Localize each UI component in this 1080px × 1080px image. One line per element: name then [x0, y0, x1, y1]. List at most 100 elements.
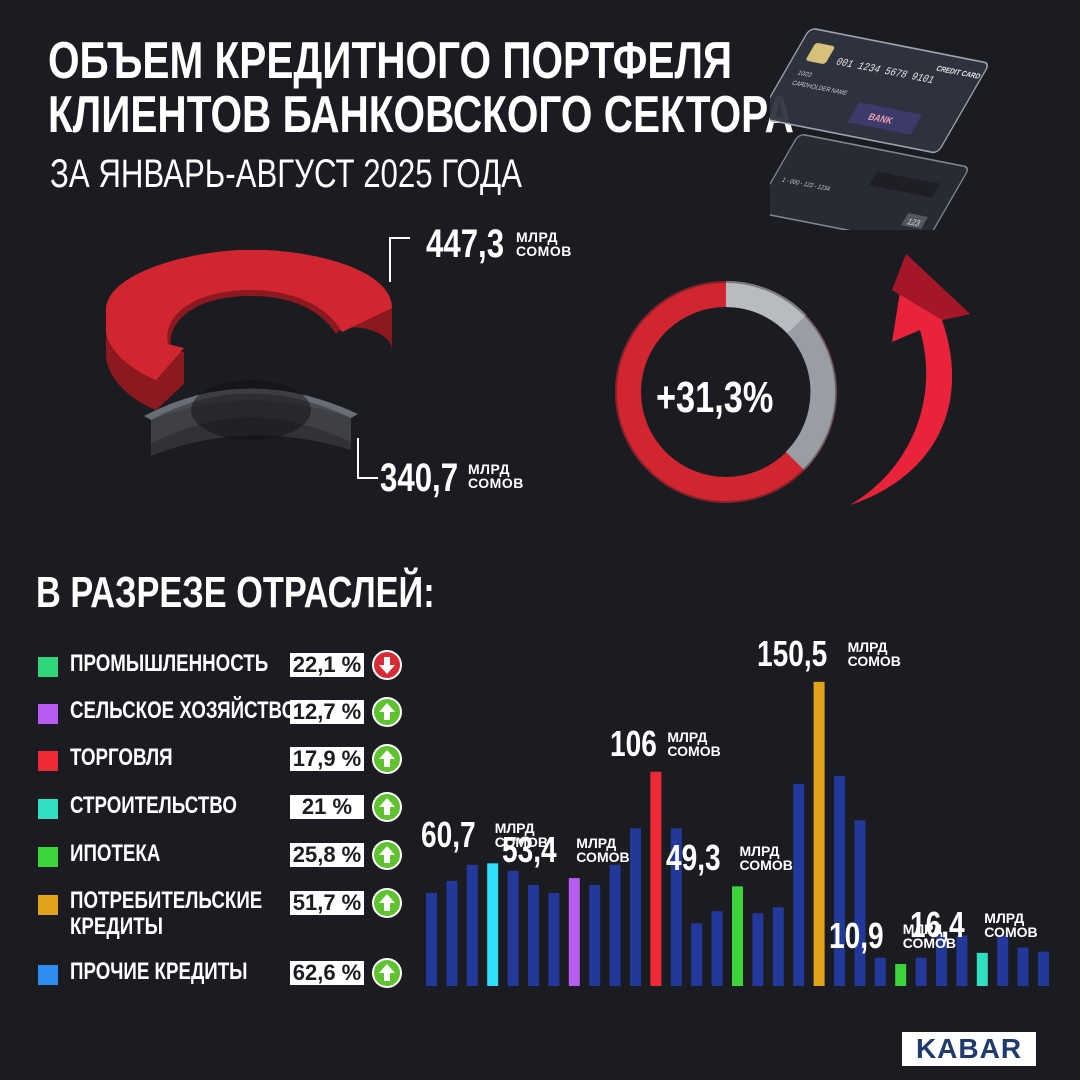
legend-change-value: 21 % [290, 795, 364, 819]
bar-highlight [895, 963, 907, 986]
legend-swatch [38, 799, 58, 819]
legend-label: ТОРГОВЛЯ [70, 744, 173, 771]
bar [997, 935, 1009, 986]
bar-unit-label: МЛРД СОМОВ [576, 835, 630, 866]
credit-card-illustration: 123 1 - 000 - 123 - 1234 001 1234 5678 9… [770, 28, 988, 230]
legend-item: ПРОЧИЕ КРЕДИТЫ 62,6 % [38, 958, 418, 988]
arrow-up-icon [372, 792, 402, 822]
bar-value-label: 16,4 [910, 903, 965, 945]
bar [772, 907, 784, 986]
legend-item: СЕЛЬСКОЕ ХОЗЯЙСТВО 12,7 % [38, 697, 418, 727]
card-cvv: 123 [905, 216, 923, 228]
bar [1017, 947, 1029, 986]
legend-item: СТРОИТЕЛЬСТВО 21 % [38, 792, 418, 822]
previous-value-unit: МЛРД СОМОВ [468, 462, 524, 490]
bar [956, 935, 968, 986]
bar-unit-label: МЛРД СОМОВ [667, 728, 721, 759]
bar-unit-label: МЛРД СОМОВ [847, 638, 901, 669]
bar-value-label: 150,5 [756, 632, 827, 674]
legend-item: ПРОМЫШЛЕННОСТЬ 22,1 % [38, 650, 418, 680]
bar [548, 893, 560, 986]
bar [691, 923, 703, 986]
bar [711, 911, 723, 986]
bar [834, 775, 845, 986]
subtitle-text: ЗА ЯНВАРЬ-АВГУСТ 2025 ГОДА [50, 152, 522, 196]
current-value-text: 447,3 [426, 222, 505, 266]
growth-percent: +31,3% [656, 373, 806, 422]
bar [793, 783, 805, 986]
legend-change-value: 12,7 % [290, 700, 364, 724]
page-title: ОБЪЕМ КРЕДИТНОГО ПОРТФЕЛЯ КЛИЕНТОВ БАНКО… [48, 34, 1004, 142]
bar-value-label: 53,4 [502, 829, 557, 871]
current-value-unit: МЛРД СОМОВ [516, 230, 572, 258]
section-title: В РАЗРЕЗЕ ОТРАСЛЕЙ: [36, 568, 547, 618]
legend-label: ПОТРЕБИТЕЛЬСКИЕ КРЕДИТЫ [70, 887, 263, 940]
bar-highlight [568, 878, 580, 986]
portfolio-ring-3d [106, 250, 392, 456]
bar-highlight [487, 863, 499, 986]
legend-swatch [38, 751, 58, 771]
growth-donut [615, 280, 837, 503]
arrow-down-icon [372, 650, 402, 680]
bar [446, 880, 458, 986]
arrow-up-icon [372, 888, 402, 918]
bar [609, 864, 621, 986]
previous-value-text: 340,7 [380, 456, 459, 500]
leader-line-previous [357, 438, 378, 479]
bar-unit-label: МЛРД СОМОВ [902, 920, 957, 951]
card-expiry: 10/22 [796, 70, 814, 79]
bar [670, 828, 682, 986]
bar-value-label: 106 [610, 722, 658, 764]
section-title-text: В РАЗРЕЗЕ ОТРАСЛЕЙ: [36, 568, 435, 617]
bar [936, 935, 947, 986]
legend-swatch [38, 704, 58, 724]
bar [426, 893, 437, 986]
industry-bar-chart [426, 681, 1049, 986]
bar [854, 820, 866, 986]
bar [752, 913, 764, 986]
unit-line2: СОМОВ [516, 243, 572, 259]
legend-change-value: 25,8 % [290, 843, 364, 867]
legend-item: ТОРГОВЛЯ 17,9 % [38, 744, 418, 774]
bar [874, 957, 886, 986]
growth-text: +31,3% [656, 373, 774, 422]
bar [915, 957, 927, 986]
bar-unit-label: МЛРД СОМОВ [739, 843, 793, 874]
bar [589, 884, 601, 986]
legend-swatch [38, 657, 58, 677]
bar [507, 870, 519, 986]
legend-item: ИПОТЕКА 25,8 % [38, 840, 418, 870]
arrow-up-icon [372, 958, 402, 988]
legend-change-value: 22,1 % [290, 653, 364, 677]
kabar-logo: KABAR [902, 1032, 1036, 1066]
bar-highlight [732, 886, 743, 986]
legend-swatch [38, 847, 58, 867]
arrow-up-icon [372, 840, 402, 870]
legend-change-value: 62,6 % [290, 961, 364, 985]
bar-highlight [650, 771, 662, 986]
legend-swatch [38, 895, 58, 915]
previous-portfolio-value: 340,7 [380, 458, 480, 498]
title-line-2: КЛИЕНТОВ БАНКОВСКОГО СЕКТОРА [48, 86, 794, 144]
legend-label: СЕЛЬСКОЕ ХОЗЯЙСТВО [70, 697, 297, 724]
bar-value-label: 60,7 [420, 814, 476, 856]
bar [466, 864, 478, 986]
bar [630, 828, 641, 986]
legend-label: ИПОТЕКА [70, 840, 161, 867]
legend-label: ПРОЧИЕ КРЕДИТЫ [70, 958, 248, 985]
bar [528, 884, 539, 986]
legend-label: СТРОИТЕЛЬСТВО [70, 792, 237, 819]
subtitle: ЗА ЯНВАРЬ-АВГУСТ 2025 ГОДА [50, 152, 655, 197]
legend-label: ПРОМЫШЛЕННОСТЬ [70, 650, 269, 677]
arrow-up-icon [372, 697, 402, 727]
leader-line-current [389, 237, 410, 282]
card-bank: BANK [866, 112, 895, 126]
unit-line1: МЛРД [468, 461, 510, 477]
bar-unit-label: МЛРД СОМОВ [494, 820, 549, 851]
legend-change-value: 51,7 % [290, 891, 364, 915]
current-portfolio-value: 447,3 [426, 224, 526, 264]
growth-arrow-icon [850, 254, 970, 505]
bar-highlight [813, 681, 825, 986]
bar [1038, 951, 1049, 986]
